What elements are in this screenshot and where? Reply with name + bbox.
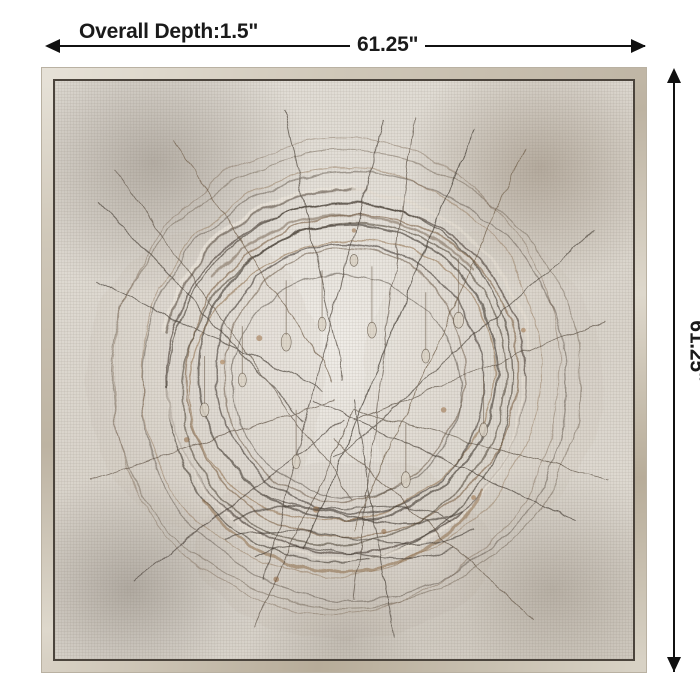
artwork-canvas — [53, 79, 635, 661]
height-dimension-line — [673, 70, 675, 672]
height-arrow-down-icon — [667, 657, 681, 672]
overall-depth-label: Overall Depth:1.5" — [79, 20, 259, 43]
artwork-frame — [42, 68, 646, 672]
width-dimension-line — [47, 45, 645, 47]
overall-width-label: 61.25" — [350, 33, 426, 57]
overall-height-label: 61.25" — [677, 320, 700, 382]
height-arrow-up-icon — [667, 68, 681, 83]
width-arrow-right-icon — [631, 39, 646, 53]
width-arrow-left-icon — [45, 39, 60, 53]
abstract-swirl-artwork — [55, 81, 633, 659]
